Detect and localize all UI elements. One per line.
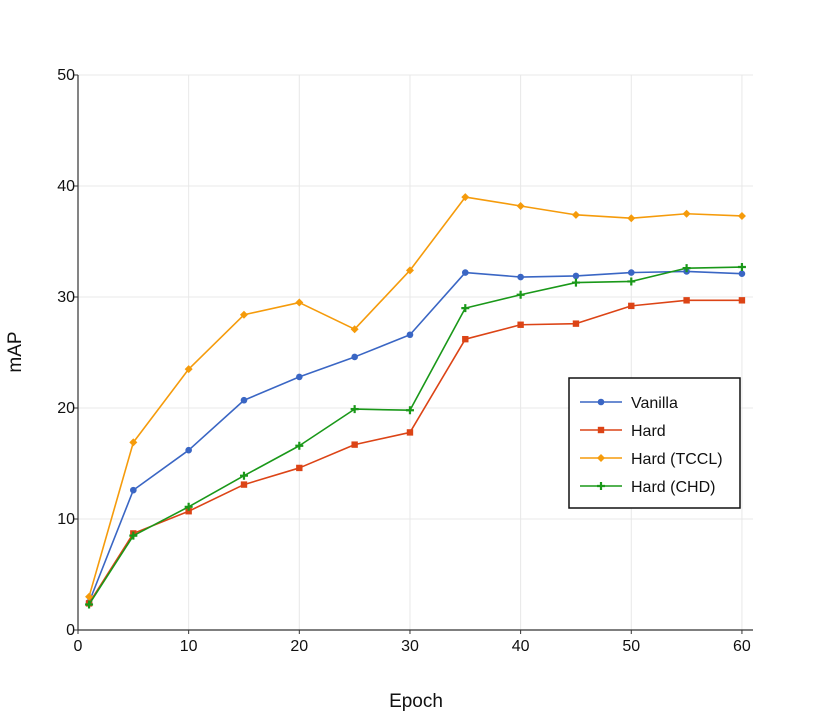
legend-label: Hard: [631, 423, 666, 440]
data-point: [239, 471, 248, 480]
legend-marker: [597, 454, 605, 462]
data-point: [350, 325, 359, 334]
data-point: [737, 211, 746, 220]
data-point: [516, 201, 525, 210]
legend-label: Vanilla: [631, 395, 678, 412]
data-point: [516, 290, 525, 299]
data-point: [461, 269, 469, 276]
axes: [77, 75, 753, 631]
legend-item: Vanilla: [580, 395, 678, 412]
series-hard-chd: [85, 263, 746, 609]
y-tick-label: 30: [57, 289, 75, 306]
legend-item: Hard: [580, 423, 666, 440]
data-point: [184, 502, 193, 511]
data-point: [405, 266, 414, 275]
series-vanilla: [85, 268, 746, 606]
data-point: [185, 508, 192, 515]
x-tick-label: 20: [290, 638, 308, 655]
data-point: [351, 441, 358, 448]
x-tick-label: 30: [401, 638, 419, 655]
legend-marker: [597, 426, 605, 434]
gridlines: [78, 74, 753, 630]
data-point: [627, 269, 635, 276]
data-point: [85, 600, 94, 609]
legend-marker: [597, 482, 605, 490]
legend: Vanilla Hard Hard (TCCL) Hard (CHD): [568, 377, 741, 509]
legend-item: Hard (TCCL): [580, 451, 723, 468]
y-tick-label: 10: [57, 511, 75, 528]
data-point: [296, 464, 303, 472]
x-tick-label: 60: [733, 638, 751, 655]
legend-marker: [597, 398, 605, 406]
data-point: [682, 209, 691, 218]
x-tick-label: 50: [622, 638, 640, 655]
data-point: [461, 193, 470, 202]
data-point: [627, 214, 636, 223]
series-hard: [85, 297, 746, 607]
data-point: [572, 272, 580, 280]
data-point: [462, 335, 469, 343]
data-point: [517, 321, 524, 328]
data-point: [571, 210, 580, 219]
series-hard-tccl: [85, 193, 746, 601]
data-point: [627, 277, 636, 286]
y-tick-label: 0: [66, 622, 75, 639]
data-point: [738, 270, 746, 277]
data-point: [738, 297, 746, 304]
data-point: [571, 278, 580, 287]
y-axis-title: mAP: [5, 331, 26, 372]
data-point: [683, 297, 690, 304]
data-point: [295, 441, 304, 450]
y-tick-label: 50: [57, 67, 75, 84]
data-point: [85, 592, 94, 601]
series: [85, 193, 746, 609]
data-point: [628, 302, 635, 310]
data-point: [239, 310, 248, 319]
legend-label: Hard (TCCL): [631, 451, 723, 468]
data-point: [737, 263, 746, 272]
data-point: [351, 353, 358, 361]
data-point: [572, 320, 580, 327]
x-tick-label: 0: [74, 638, 83, 655]
data-point: [240, 396, 248, 404]
tick-labels: 0 10 20 30 40 50 60 0 10 20 30 40 50: [57, 67, 751, 655]
data-point: [184, 365, 193, 374]
data-point: [682, 264, 691, 273]
data-point: [296, 373, 303, 381]
data-point: [517, 273, 524, 281]
data-point: [240, 481, 248, 488]
x-tick-label: 10: [180, 638, 198, 655]
data-point: [130, 486, 137, 494]
y-tick-label: 40: [57, 178, 75, 195]
x-tick-label: 40: [512, 638, 530, 655]
data-point: [185, 446, 192, 454]
data-point: [295, 298, 304, 307]
data-point: [129, 438, 138, 447]
data-point: [461, 304, 470, 313]
legend-label: Hard (CHD): [631, 479, 715, 496]
data-point: [129, 531, 138, 540]
y-tick-label: 20: [57, 400, 75, 417]
data-point: [405, 406, 414, 415]
data-point: [406, 331, 414, 339]
data-point: [350, 405, 359, 414]
legend-item: Hard (CHD): [580, 479, 715, 496]
data-point: [406, 429, 414, 436]
x-axis-title: Epoch: [389, 691, 443, 712]
